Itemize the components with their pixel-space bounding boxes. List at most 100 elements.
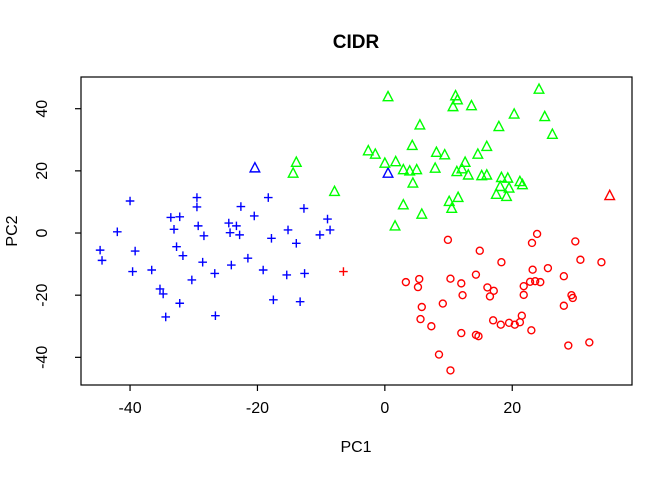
y-tick-label: 20 [34,162,51,180]
data-points [95,82,616,375]
data-point [603,188,616,201]
data-point [559,301,569,310]
data-point [494,179,507,192]
data-point [192,202,202,212]
data-point [459,155,472,167]
data-point [227,260,236,270]
data-point [519,281,528,291]
series-red-plus [339,267,348,276]
data-point [172,242,181,251]
data-point [430,145,443,158]
data-point [489,286,498,296]
data-point [465,98,478,111]
data-point [446,366,455,375]
series-blue-cluster-plus [95,193,335,322]
data-point [403,164,416,176]
data-point [416,314,425,324]
data-point [568,293,577,303]
data-point [382,89,394,102]
data-point [429,161,442,173]
data-point [492,119,505,132]
data-point [475,246,484,255]
data-point [471,270,481,279]
data-point [445,201,458,213]
data-point [525,277,535,287]
data-point [249,211,259,221]
data-point [292,238,301,248]
x-tick-label: 20 [503,400,521,417]
data-point [187,275,197,285]
data-point [508,107,521,119]
data-point [397,198,410,210]
data-point [263,193,273,202]
data-point [258,265,268,275]
x-tick-label: 0 [380,400,389,417]
data-point [325,225,335,235]
data-point [97,256,107,265]
plot-border [80,76,633,386]
data-point [382,166,394,178]
x-axis-label: PC1 [340,439,371,456]
data-point [516,177,529,190]
series-red-cluster-circle [401,229,606,375]
data-point [192,193,202,202]
data-point [199,231,209,241]
data-point [496,320,505,329]
data-point [283,225,293,235]
data-point [501,171,514,183]
data-point [451,93,464,105]
data-point [378,156,391,168]
x-tick-label: -20 [246,400,269,417]
data-point [95,245,105,255]
data-point [457,279,466,288]
data-point [480,139,493,152]
data-point [415,207,428,219]
data-point [178,251,188,261]
data-point [515,318,525,327]
data-point [413,118,426,130]
data-point [495,170,508,183]
data-point [447,99,459,112]
data-point [597,258,606,267]
data-point [527,326,536,335]
data-point [389,154,402,167]
data-point [427,322,436,331]
data-point [161,312,171,322]
data-point [369,147,382,159]
data-point [130,246,140,256]
y-axis-label: PC2 [4,215,21,246]
data-point [113,227,122,237]
data-point [462,168,475,180]
data-point [483,283,492,292]
data-point [538,109,551,122]
data-point [166,213,176,222]
data-point [300,269,309,278]
data-point [175,212,185,222]
data-point [471,147,484,159]
data-point [536,277,545,287]
data-point [434,350,444,359]
data-point [406,176,419,188]
chart-title: CIDR [333,32,380,53]
data-point [443,235,453,245]
plot-frame [80,76,633,386]
data-point [290,155,303,167]
y-tick-label: -20 [34,284,51,307]
data-point [452,190,465,203]
data-point [480,168,493,180]
data-point [128,267,137,276]
data-point [267,234,276,243]
data-point [158,289,168,299]
series-green-cluster-triangle [287,82,559,231]
data-point [458,290,467,300]
y-tick-label: 0 [34,228,51,237]
data-point [235,230,244,240]
data-point [438,148,451,160]
data-point [533,82,545,94]
data-point [497,258,506,267]
data-point [295,297,305,307]
data-point [362,144,375,156]
data-point [559,272,569,281]
